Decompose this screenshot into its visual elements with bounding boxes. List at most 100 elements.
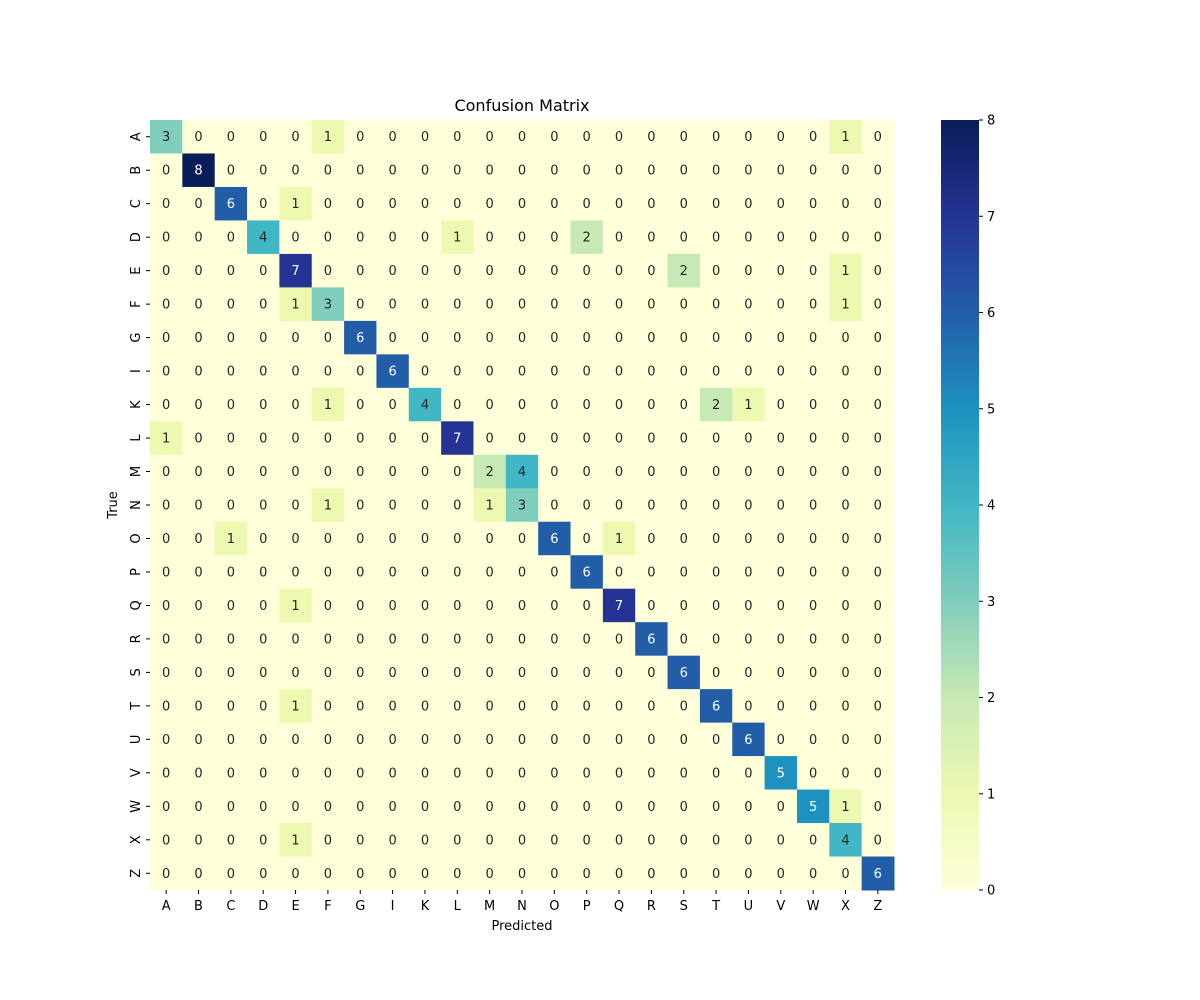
heatmap-cell-label: 0 [841, 465, 849, 480]
heatmap-cell [150, 153, 183, 188]
heatmap-cell-label: 0 [259, 833, 267, 848]
heatmap-cell-label: 0 [680, 432, 688, 447]
heatmap-cell [602, 153, 636, 188]
heatmap-cell-label: 0 [841, 231, 849, 246]
heatmap-cell-label: 0 [712, 231, 720, 246]
heatmap-cell-label: 0 [162, 298, 170, 313]
heatmap-cell-label: 0 [324, 733, 332, 748]
heatmap-cell [344, 186, 377, 221]
heatmap-cell-label: 3 [162, 130, 170, 145]
heatmap-cell-label: 6 [680, 666, 688, 681]
heatmap-cell [311, 421, 345, 456]
heatmap-cell [376, 354, 410, 389]
heatmap-cell-label: 0 [777, 632, 785, 647]
heatmap-cell [473, 454, 507, 489]
x-tick-label: K [421, 899, 430, 914]
heatmap-cell [732, 387, 766, 422]
heatmap-cell [829, 387, 863, 422]
heatmap-cell [408, 454, 442, 489]
heatmap-cell-label: 0 [583, 733, 591, 748]
heatmap-cell-label: 0 [421, 197, 429, 212]
heatmap-cell [602, 756, 636, 791]
heatmap-cell [376, 387, 410, 422]
heatmap-cell [408, 320, 442, 355]
heatmap-cell [699, 287, 733, 322]
heatmap-cell [247, 622, 280, 657]
heatmap-cell [667, 186, 701, 221]
heatmap-cell-label: 5 [777, 766, 785, 781]
heatmap-cell-label: 0 [486, 800, 494, 815]
heatmap-cell-label: 0 [388, 532, 396, 547]
heatmap-cell-label: 0 [421, 298, 429, 313]
heatmap-cell [699, 153, 733, 188]
colorbar-tick-label: 0 [987, 884, 995, 899]
heatmap-cell-label: 0 [259, 298, 267, 313]
heatmap-cell [602, 856, 636, 891]
heatmap-cell-label: 0 [421, 833, 429, 848]
heatmap-cell-label: 0 [647, 666, 655, 681]
y-tick-label: R [129, 634, 144, 643]
x-tick-label: D [258, 899, 268, 914]
heatmap-cell [247, 186, 280, 221]
heatmap-cell-label: 0 [777, 398, 785, 413]
heatmap-cell-label: 1 [291, 833, 299, 848]
heatmap-cell-label: 0 [809, 699, 817, 714]
heatmap-cell [829, 622, 863, 657]
heatmap-cell-label: 0 [583, 833, 591, 848]
heatmap-cell-label: 0 [453, 800, 461, 815]
heatmap-cell [473, 253, 507, 288]
heatmap-cell [441, 387, 474, 422]
heatmap-cell [150, 253, 183, 288]
y-tick-label: X [129, 835, 144, 844]
heatmap-cell [635, 253, 669, 288]
x-tick-label: E [291, 899, 299, 914]
heatmap-cell-label: 0 [744, 465, 752, 480]
heatmap-cell [505, 856, 539, 891]
heatmap-cell-label: 0 [194, 264, 202, 279]
heatmap-cell-label: 0 [712, 599, 720, 614]
heatmap-cell [376, 120, 410, 154]
heatmap-cell [311, 521, 345, 556]
heatmap-cell [667, 756, 701, 791]
heatmap-cell [376, 320, 410, 355]
x-tick-label: O [549, 899, 559, 914]
heatmap-cell [311, 655, 345, 690]
heatmap-cell-label: 0 [647, 398, 655, 413]
heatmap-cell-label: 0 [583, 164, 591, 179]
heatmap-cell-label: 0 [291, 331, 299, 346]
heatmap-cell-label: 0 [453, 532, 461, 547]
heatmap-cell-label: 3 [518, 499, 526, 514]
x-tick-label: M [484, 899, 495, 914]
heatmap-cell [667, 588, 701, 623]
heatmap-cell [441, 823, 474, 858]
heatmap-cell-label: 0 [356, 432, 364, 447]
heatmap-cell [441, 287, 474, 322]
heatmap-cell-label: 0 [647, 164, 655, 179]
heatmap-cell-label: 1 [291, 197, 299, 212]
heatmap-cell [408, 120, 442, 154]
heatmap-cell-label: 0 [874, 632, 882, 647]
heatmap-cell-label: 0 [809, 130, 817, 145]
heatmap-cell-label: 0 [550, 398, 558, 413]
heatmap-cell [505, 622, 539, 657]
heatmap-cell-label: 0 [259, 164, 267, 179]
heatmap-cell [247, 555, 280, 590]
heatmap-cell [538, 756, 572, 791]
heatmap-cell [441, 722, 474, 757]
heatmap-cell [796, 387, 830, 422]
heatmap-cell-label: 0 [647, 599, 655, 614]
heatmap-cell-label: 0 [841, 733, 849, 748]
heatmap-cell [441, 756, 474, 791]
y-tick-label: N [129, 500, 144, 510]
heatmap-cell [473, 320, 507, 355]
heatmap-cell [829, 253, 863, 288]
heatmap-cell-label: 0 [518, 532, 526, 547]
heatmap-cell [699, 722, 733, 757]
heatmap-cell-label: 0 [486, 130, 494, 145]
heatmap-cell [344, 220, 377, 255]
heatmap-cell [538, 588, 572, 623]
heatmap-cell [732, 186, 766, 221]
heatmap-cell-label: 0 [356, 398, 364, 413]
y-tick-label: V [129, 768, 144, 777]
heatmap-cell-label: 0 [453, 264, 461, 279]
